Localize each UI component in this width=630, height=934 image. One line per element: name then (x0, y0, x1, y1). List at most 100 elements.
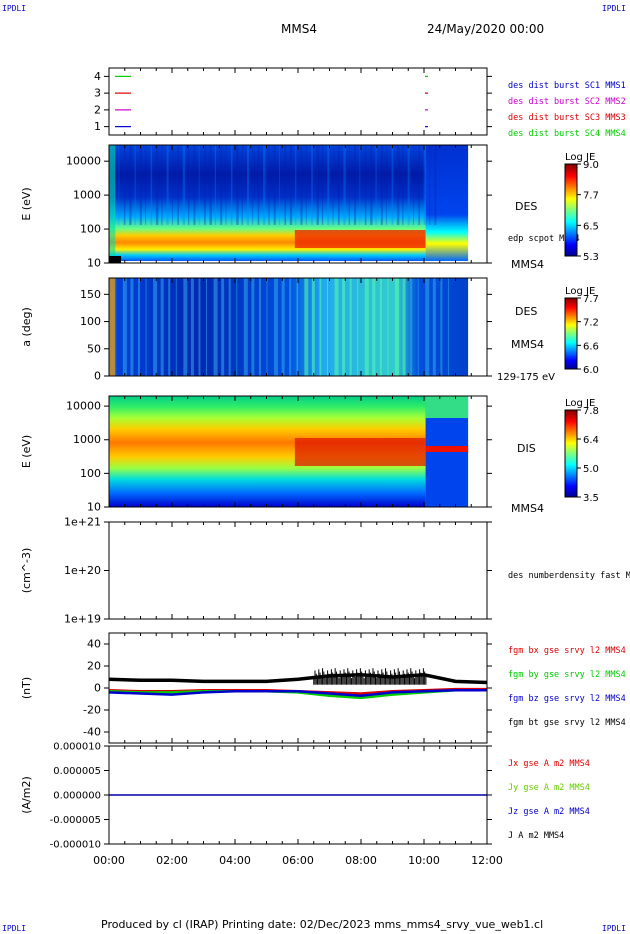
des-pitch-streak (160, 278, 164, 376)
des-pitch-streak (304, 278, 309, 376)
des-energy-streak (338, 145, 340, 225)
dis-energy-sublabel: MMS4 (511, 502, 544, 515)
des-energy-streak (359, 145, 361, 225)
des-pitch-streak (349, 278, 352, 376)
des-energy-streak (161, 145, 163, 225)
fgm-ylabel: (nT) (20, 677, 33, 699)
density-legend-entry: des numberdensity fast M (508, 571, 630, 581)
stacked-plot: 1 2 3 4 des dist burst SC1 MMS1 des dist burs… (20, 67, 630, 867)
des-pitch-streak (168, 278, 171, 376)
des-pitch-colorbar-title: Log JE (565, 286, 595, 297)
time-axis-label: 06:00 (282, 854, 314, 867)
des-pitch-streak (395, 278, 400, 376)
des-energy-streak (252, 145, 254, 225)
des-energy-streak (311, 145, 313, 225)
dis-energy-hot-band (294, 438, 426, 466)
des-energy-streak (434, 145, 437, 225)
dis-energy-tail-top (425, 396, 469, 418)
dis-energy-y-tick-label: 100 (80, 467, 101, 480)
des-pitch-streak (425, 278, 430, 376)
time-axis-label: 08:00 (345, 854, 377, 867)
des-energy-colorbar-label: 5.3 (583, 252, 599, 263)
des-pitch-streak (266, 278, 268, 376)
des-energy-streak (129, 145, 132, 225)
des-energy-streak (316, 145, 319, 225)
time-axis-label: 00:00 (93, 854, 125, 867)
des-energy-y-tick-label: 100 (80, 223, 101, 236)
des-pitch-streak (311, 278, 315, 376)
des-energy-streak (364, 145, 367, 225)
availability-y-tick-label: 4 (94, 70, 101, 83)
des-energy-streak (236, 145, 239, 225)
fgm-y-tick-label: -40 (83, 726, 101, 739)
des-pitch-streak (274, 278, 279, 376)
des-pitch-streak (221, 278, 225, 376)
des-energy-colorbar-label: 6.5 (583, 221, 599, 232)
des-pitch-energy-label: 129-175 eV (497, 372, 555, 383)
availability-legend-entry: des dist burst SC1 MMS1 (508, 81, 626, 91)
availability-legend-entry: des dist burst SC3 MMS3 (508, 113, 626, 123)
availability-y-tick-label: 2 (94, 103, 101, 116)
corner-label-tl: IPDLI (2, 4, 27, 13)
time-axis-label: 02:00 (156, 854, 188, 867)
des-pitch-ylabel: a (deg) (20, 307, 33, 347)
des-energy-streak (139, 145, 142, 225)
des-energy-streak (155, 145, 159, 225)
des-pitch-streak (175, 278, 177, 376)
spacecraft-title: MMS4 (281, 22, 317, 36)
des-energy-streak (300, 145, 303, 225)
des-energy-streak (429, 145, 431, 225)
des-pitch-streak (334, 278, 339, 376)
des-energy-streak (182, 145, 186, 225)
des-energy-streak (407, 145, 410, 225)
density-y-tick-label: 1e+19 (64, 613, 101, 626)
des-energy-streak (172, 145, 173, 225)
des-energy-streak (246, 145, 249, 225)
des-energy-streak (204, 145, 206, 225)
dis-energy-tail-band (425, 446, 469, 452)
des-energy-streak (418, 145, 420, 225)
des-pitch-streak (137, 278, 140, 376)
des-pitch-y-tick-label: 100 (80, 315, 101, 328)
des-pitch-streak (198, 278, 201, 376)
des-energy-streak (118, 145, 120, 225)
des-energy-streak (321, 145, 324, 225)
footer-credit: Produced by cl (IRAP) Printing date: 02/… (101, 918, 544, 931)
des-energy-streak (423, 145, 427, 225)
corner-label-bl: IPDLI (2, 924, 27, 933)
des-pitch-streak (183, 278, 188, 376)
des-pitch-streak (410, 278, 413, 376)
des-energy-streak (386, 145, 387, 225)
dis-energy-y-tick-label: 1000 (73, 433, 101, 446)
des-energy-streak (327, 145, 330, 225)
des-pitch-colorbar-label: 6.0 (583, 365, 599, 376)
corner-label-tr: IPDLI (601, 4, 626, 13)
des-energy-streak (257, 145, 260, 225)
des-energy-streak (343, 145, 346, 225)
dis-energy-y-tick-label: 10 (87, 501, 101, 514)
des-energy-streak (263, 145, 266, 225)
current-y-tick-label: -0.000005 (50, 815, 101, 826)
des-energy-streak (230, 145, 233, 225)
des-pitch-streak (122, 278, 127, 376)
dis-energy-colorbar-title: Log JE (565, 398, 595, 409)
des-pitch-streak (387, 278, 389, 376)
des-energy-streak (295, 145, 297, 225)
dis-energy-colorbar-label: 7.8 (583, 406, 599, 417)
des-pitch-streak (326, 278, 328, 376)
des-pitch-streak (236, 278, 238, 376)
des-energy-y-tick-label: 1000 (73, 189, 101, 202)
des-pitch-streak (145, 278, 147, 376)
des-energy-streak (396, 145, 400, 225)
des-energy-colorbar-label: 7.7 (583, 191, 599, 202)
fgm-legend-entry: fgm by gse srvy l2 MMS4 (508, 670, 626, 680)
dis-energy-y-tick-label: 10000 (66, 400, 101, 413)
des-energy-overlay-label: edp scpot MMS4 (508, 234, 580, 244)
des-pitch-streak (342, 278, 346, 376)
des-pitch-colorbar-label: 7.7 (583, 294, 599, 305)
des-energy-streak (214, 145, 217, 225)
des-pitch-streak (357, 278, 359, 376)
des-pitch-streak (364, 278, 369, 376)
des-energy-streak (391, 145, 394, 225)
fgm-panel-frame (108, 632, 488, 744)
